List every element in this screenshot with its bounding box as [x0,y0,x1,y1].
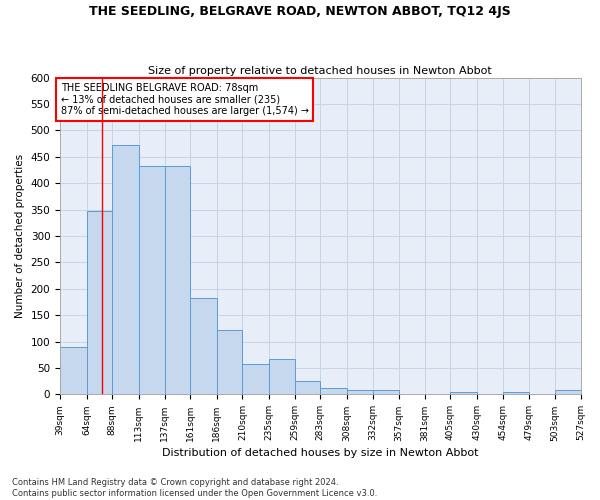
Bar [295,382,320,394]
Bar [373,390,399,394]
Bar [269,358,295,394]
Text: THE SEEDLING BELGRAVE ROAD: 78sqm
← 13% of detached houses are smaller (235)
87%: THE SEEDLING BELGRAVE ROAD: 78sqm ← 13% … [61,83,308,116]
Y-axis label: Number of detached properties: Number of detached properties [15,154,25,318]
Bar [217,330,242,394]
Bar [86,210,112,394]
Bar [555,390,581,394]
Bar [320,388,347,394]
Text: THE SEEDLING, BELGRAVE ROAD, NEWTON ABBOT, TQ12 4JS: THE SEEDLING, BELGRAVE ROAD, NEWTON ABBO… [89,5,511,18]
Bar [164,166,190,394]
Bar [451,392,477,394]
Bar [242,364,269,394]
Bar [503,392,529,394]
Bar [60,347,86,395]
X-axis label: Distribution of detached houses by size in Newton Abbot: Distribution of detached houses by size … [162,448,479,458]
Bar [347,390,373,394]
Bar [190,298,217,394]
Bar [112,145,139,394]
Bar [139,166,164,394]
Text: Contains HM Land Registry data © Crown copyright and database right 2024.
Contai: Contains HM Land Registry data © Crown c… [12,478,377,498]
Title: Size of property relative to detached houses in Newton Abbot: Size of property relative to detached ho… [148,66,492,76]
